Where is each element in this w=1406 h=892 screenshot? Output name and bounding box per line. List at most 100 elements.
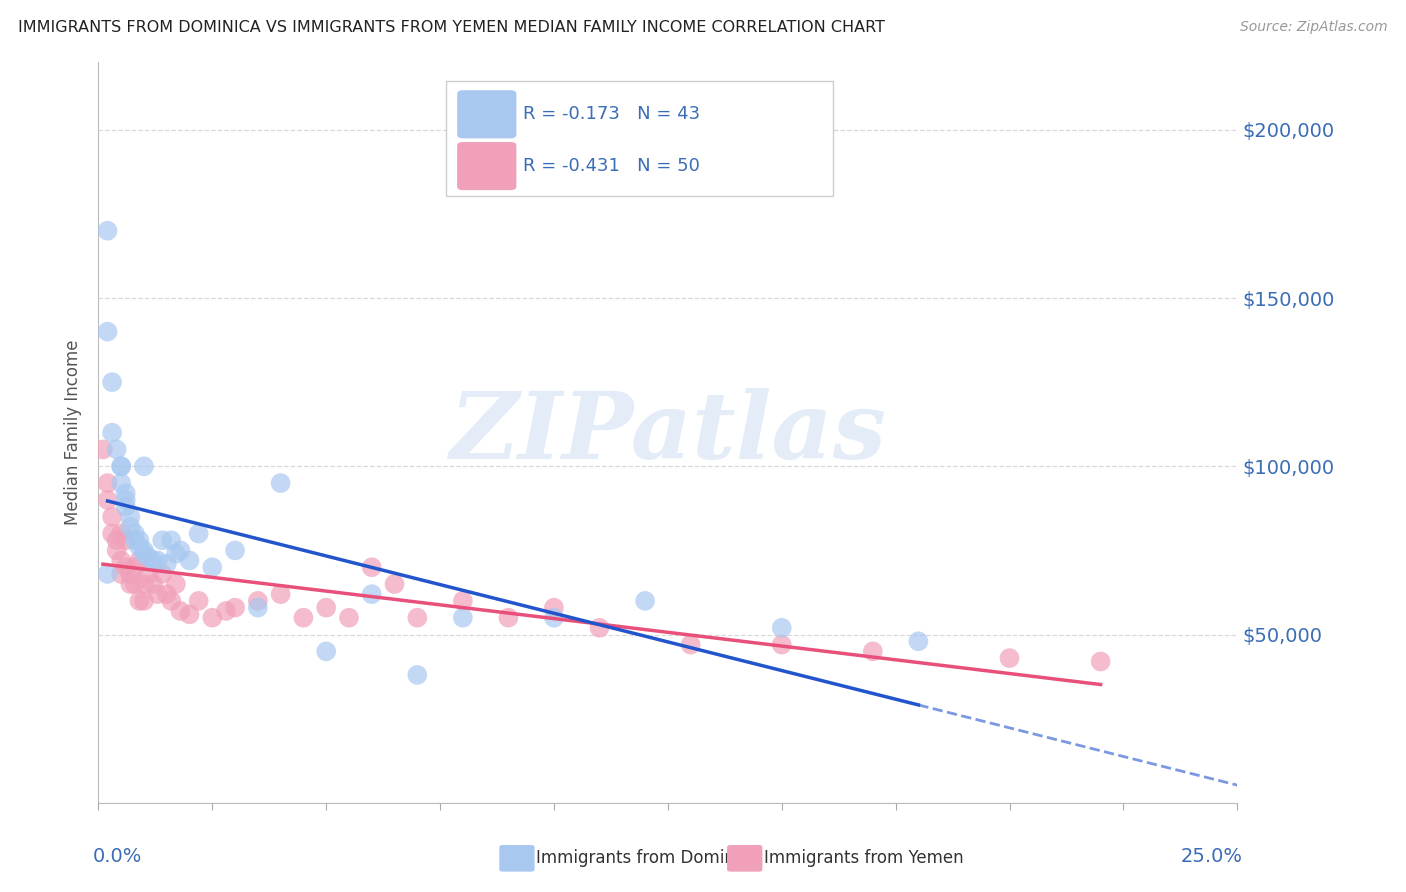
- Point: [179, 607, 201, 622]
- Point: [124, 577, 146, 591]
- Point: [337, 610, 360, 624]
- Point: [160, 533, 183, 548]
- Point: [110, 566, 132, 581]
- Point: [406, 610, 429, 624]
- Point: [270, 587, 292, 601]
- Point: [105, 442, 128, 457]
- Point: [165, 547, 187, 561]
- Point: [96, 224, 118, 238]
- Point: [770, 638, 793, 652]
- Point: [201, 610, 224, 624]
- Point: [224, 543, 246, 558]
- Point: [360, 587, 382, 601]
- Point: [215, 604, 238, 618]
- Point: [114, 486, 136, 500]
- Point: [588, 621, 610, 635]
- Bar: [446, 81, 832, 195]
- Point: [101, 375, 124, 389]
- Point: [156, 557, 179, 571]
- Point: [246, 600, 269, 615]
- Point: [105, 533, 128, 548]
- Point: [384, 577, 406, 591]
- Point: [132, 577, 155, 591]
- Point: [543, 600, 565, 615]
- Point: [124, 526, 146, 541]
- Point: [132, 594, 155, 608]
- Point: [360, 560, 382, 574]
- Point: [165, 577, 187, 591]
- Text: Immigrants from Dominica: Immigrants from Dominica: [536, 849, 758, 867]
- Point: [128, 540, 150, 554]
- Point: [406, 668, 429, 682]
- Point: [132, 547, 155, 561]
- Point: [142, 577, 165, 591]
- Point: [246, 594, 269, 608]
- Point: [114, 500, 136, 514]
- Point: [120, 566, 142, 581]
- Point: [110, 459, 132, 474]
- Point: [101, 509, 124, 524]
- Point: [270, 476, 292, 491]
- Point: [160, 594, 183, 608]
- Point: [156, 587, 179, 601]
- Point: [110, 459, 132, 474]
- Point: [1090, 655, 1112, 669]
- Point: [201, 560, 224, 574]
- Point: [124, 533, 146, 548]
- Point: [315, 600, 337, 615]
- Point: [150, 533, 173, 548]
- Text: R = -0.431   N = 50: R = -0.431 N = 50: [523, 157, 700, 175]
- Point: [634, 594, 657, 608]
- Point: [138, 550, 160, 565]
- Point: [187, 526, 209, 541]
- Point: [120, 509, 142, 524]
- Point: [169, 543, 191, 558]
- Point: [96, 476, 118, 491]
- Point: [128, 533, 150, 548]
- Point: [110, 526, 132, 541]
- Point: [138, 566, 160, 581]
- Point: [142, 553, 165, 567]
- Point: [132, 459, 155, 474]
- Point: [114, 492, 136, 507]
- Point: [124, 560, 146, 574]
- Point: [451, 610, 474, 624]
- Point: [543, 610, 565, 624]
- Point: [96, 566, 118, 581]
- Point: [146, 587, 169, 601]
- Point: [146, 553, 169, 567]
- Point: [150, 566, 173, 581]
- Point: [128, 553, 150, 567]
- Text: IMMIGRANTS FROM DOMINICA VS IMMIGRANTS FROM YEMEN MEDIAN FAMILY INCOME CORRELATI: IMMIGRANTS FROM DOMINICA VS IMMIGRANTS F…: [18, 20, 886, 35]
- Point: [451, 594, 474, 608]
- Point: [315, 644, 337, 658]
- Point: [132, 543, 155, 558]
- Point: [110, 553, 132, 567]
- Point: [907, 634, 929, 648]
- Point: [292, 610, 315, 624]
- Point: [96, 325, 118, 339]
- Point: [96, 492, 118, 507]
- Point: [770, 621, 793, 635]
- Point: [179, 553, 201, 567]
- Point: [110, 476, 132, 491]
- Text: ZIPatlas: ZIPatlas: [450, 388, 886, 477]
- Point: [187, 594, 209, 608]
- Text: Source: ZipAtlas.com: Source: ZipAtlas.com: [1240, 20, 1388, 34]
- Text: Immigrants from Yemen: Immigrants from Yemen: [763, 849, 963, 867]
- Point: [862, 644, 884, 658]
- Text: 0.0%: 0.0%: [93, 847, 142, 866]
- Point: [120, 520, 142, 534]
- Y-axis label: Median Family Income: Median Family Income: [65, 340, 83, 525]
- FancyBboxPatch shape: [727, 845, 762, 871]
- Point: [498, 610, 520, 624]
- Text: 25.0%: 25.0%: [1181, 847, 1243, 866]
- Point: [998, 651, 1021, 665]
- Point: [105, 543, 128, 558]
- FancyBboxPatch shape: [499, 845, 534, 871]
- Point: [114, 560, 136, 574]
- Point: [224, 600, 246, 615]
- FancyBboxPatch shape: [457, 90, 516, 138]
- Point: [91, 442, 114, 457]
- FancyBboxPatch shape: [457, 142, 516, 190]
